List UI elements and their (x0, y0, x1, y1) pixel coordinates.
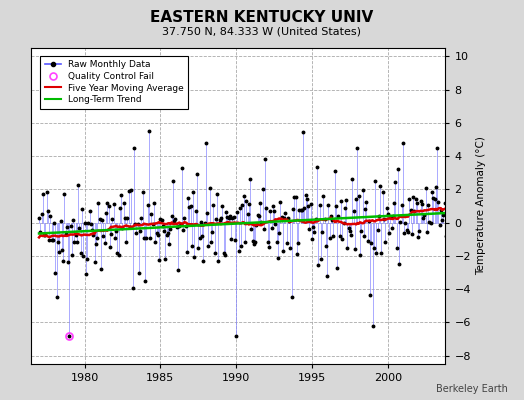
Text: EASTERN KENTUCKY UNIV: EASTERN KENTUCKY UNIV (150, 10, 374, 25)
Y-axis label: Temperature Anomaly (°C): Temperature Anomaly (°C) (476, 136, 486, 276)
Legend: Raw Monthly Data, Quality Control Fail, Five Year Moving Average, Long-Term Tren: Raw Monthly Data, Quality Control Fail, … (40, 56, 188, 109)
Text: 37.750 N, 84.333 W (United States): 37.750 N, 84.333 W (United States) (162, 26, 362, 36)
Text: Berkeley Earth: Berkeley Earth (436, 384, 508, 394)
